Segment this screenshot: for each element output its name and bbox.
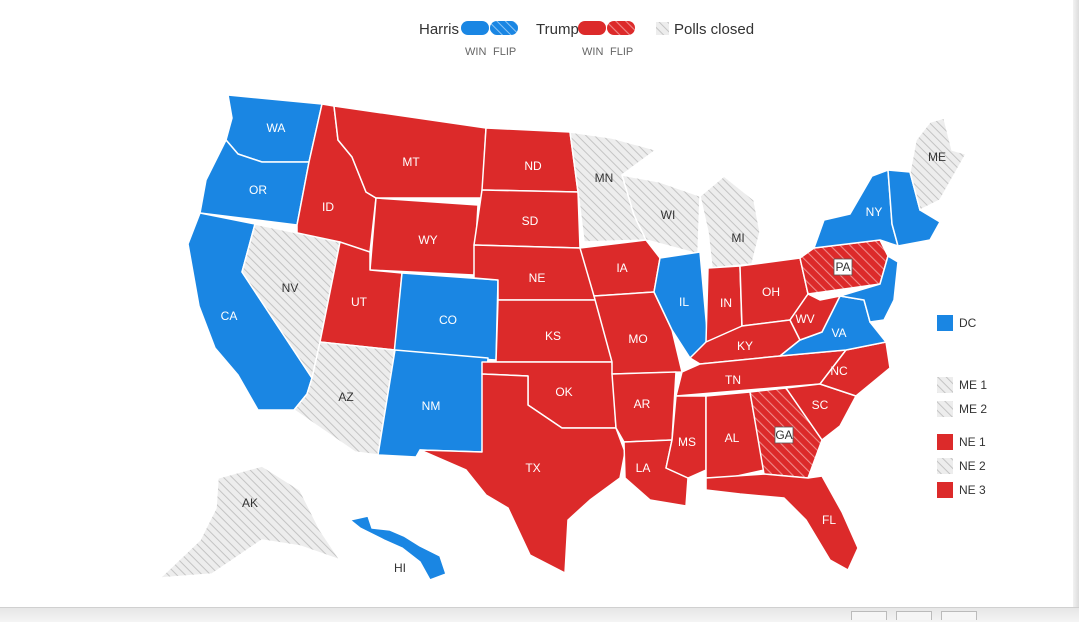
state-label-mt: MT <box>402 155 420 169</box>
district-swatch-dc <box>937 315 953 331</box>
state-label-hi: HI <box>394 561 406 575</box>
state-label-va: VA <box>831 326 846 340</box>
state-label-wi: WI <box>661 208 676 222</box>
state-label-sc: SC <box>812 398 829 412</box>
state-label-mo: MO <box>628 332 647 346</box>
state-label-wa: WA <box>267 121 286 135</box>
state-label-in: IN <box>720 296 732 310</box>
legend-trump-win-swatch <box>578 21 606 35</box>
state-label-co: CO <box>439 313 457 327</box>
legend-harris-label: Harris <box>419 21 459 38</box>
district-label-ne-3: NE 3 <box>959 483 986 497</box>
state-label-ia: IA <box>616 261 627 275</box>
state-me[interactable] <box>909 117 967 211</box>
state-label-ok: OK <box>555 385 572 399</box>
state-label-il: IL <box>679 295 689 309</box>
state-label-az: AZ <box>338 390 353 404</box>
state-tx[interactable] <box>419 373 626 574</box>
state-label-nc: NC <box>830 364 848 378</box>
state-label-box-ga <box>774 426 794 444</box>
state-label-oh: OH <box>762 285 780 299</box>
state-label-mi: MI <box>731 231 744 245</box>
district-label-me-2: ME 2 <box>959 402 987 416</box>
state-label-box-pa <box>833 258 853 276</box>
window-edge-right <box>1073 0 1079 622</box>
state-label-al: AL <box>725 431 740 445</box>
district-label-ne-2: NE 2 <box>959 459 986 473</box>
state-label-mn: MN <box>595 171 614 185</box>
state-label-ny: NY <box>866 205 883 219</box>
district-legend: DC ME 1 ME 2 NE 1 NE 2 NE 3 <box>937 315 987 498</box>
district-label-ne-1: NE 1 <box>959 435 986 449</box>
top-legend: Harris WIN FLIP Trump WIN FLIP Polls clo… <box>419 21 754 58</box>
state-label-tx: TX <box>525 461 540 475</box>
district-swatch-me-1 <box>937 377 953 393</box>
zoom-in-button[interactable] <box>941 611 977 620</box>
zoom-out-button[interactable] <box>851 611 887 620</box>
window-edge-bottom <box>0 607 1079 622</box>
state-md-de-nj[interactable] <box>839 255 899 323</box>
district-swatch-ne-1 <box>937 434 953 450</box>
state-label-ak: AK <box>242 496 258 510</box>
state-label-ca: CA <box>221 309 238 323</box>
state-mi[interactable] <box>699 175 761 269</box>
legend-closed-swatch <box>656 22 669 35</box>
state-label-ky: KY <box>737 339 753 353</box>
legend-harris-win-swatch <box>461 21 489 35</box>
district-label-me-1: ME 1 <box>959 378 987 392</box>
state-ak[interactable] <box>159 465 341 579</box>
legend-harris-flip-swatch <box>490 21 518 35</box>
district-swatch-me-2 <box>937 401 953 417</box>
state-label-ks: KS <box>545 329 561 343</box>
state-label-fl: FL <box>822 513 836 527</box>
state-label-sd: SD <box>522 214 539 228</box>
state-label-me: ME <box>928 150 946 164</box>
district-swatch-ne-3 <box>937 482 953 498</box>
state-label-ga: GA <box>775 428 792 442</box>
legend-trump-win-text: WIN <box>582 46 603 58</box>
district-label-dc: DC <box>959 316 977 330</box>
legend-harris-flip-text: FLIP <box>493 46 516 58</box>
state-label-wy: WY <box>418 233 437 247</box>
state-label-or: OR <box>249 183 267 197</box>
legend-trump-label: Trump <box>536 21 579 38</box>
legend-trump-flip-text: FLIP <box>610 46 633 58</box>
district-swatch-ne-2 <box>937 458 953 474</box>
state-label-la: LA <box>636 461 651 475</box>
state-label-ms: MS <box>678 435 696 449</box>
state-al[interactable] <box>705 391 765 479</box>
state-label-ar: AR <box>634 397 651 411</box>
state-label-nv: NV <box>282 281 299 295</box>
state-label-nd: ND <box>524 159 542 173</box>
state-ny[interactable] <box>813 169 899 249</box>
legend-closed-label: Polls closed <box>674 21 754 38</box>
state-label-wv: WV <box>795 312 814 326</box>
state-label-nm: NM <box>422 399 441 413</box>
state-label-pa: PA <box>835 260 850 274</box>
state-label-ut: UT <box>351 295 368 309</box>
state-hi[interactable] <box>349 515 447 581</box>
state-label-tn: TN <box>725 373 741 387</box>
legend-harris-win-text: WIN <box>465 46 486 58</box>
state-label-ne: NE <box>529 271 546 285</box>
state-sc[interactable] <box>785 383 857 441</box>
state-label-id: ID <box>322 200 334 214</box>
zoom-reset-button[interactable] <box>896 611 932 620</box>
state-nc[interactable] <box>819 341 891 397</box>
state-fl[interactable] <box>705 473 859 571</box>
legend-trump-flip-swatch <box>607 21 635 35</box>
